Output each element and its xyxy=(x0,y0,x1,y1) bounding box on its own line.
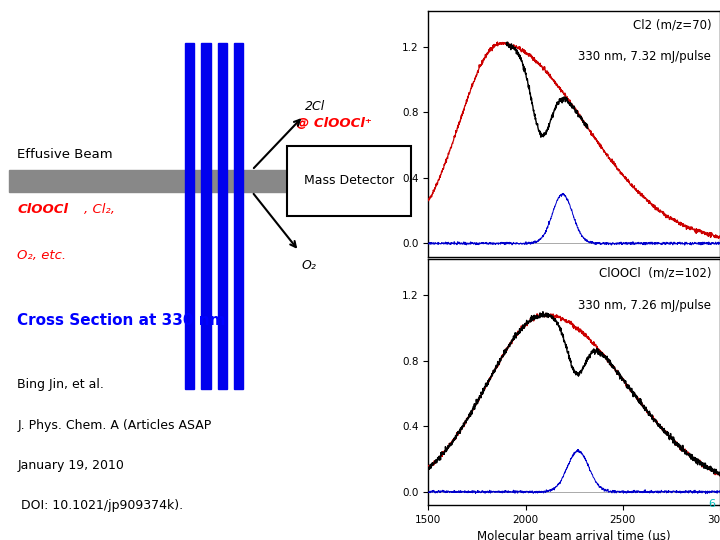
Text: Cross Section at 330 nm: Cross Section at 330 nm xyxy=(17,313,225,328)
Bar xyxy=(234,43,243,389)
Text: 330 nm, 7.32 mJ/pulse: 330 nm, 7.32 mJ/pulse xyxy=(578,50,711,63)
Text: , Cl₂,: , Cl₂, xyxy=(84,203,114,216)
Bar xyxy=(185,43,194,389)
Text: J. Phys. Chem. A (Articles ASAP: J. Phys. Chem. A (Articles ASAP xyxy=(17,418,212,431)
Text: ClOOCl  (m/z=102): ClOOCl (m/z=102) xyxy=(599,267,711,280)
Bar xyxy=(287,146,411,216)
Text: Effusive Beam: Effusive Beam xyxy=(17,148,113,161)
Text: Mass Detector: Mass Detector xyxy=(304,174,395,187)
Text: 6: 6 xyxy=(708,498,715,509)
Text: Bing Jin, et al.: Bing Jin, et al. xyxy=(17,378,104,391)
Text: ClOOCl: ClOOCl xyxy=(17,203,68,216)
Text: @ ClOOCl⁺: @ ClOOCl⁺ xyxy=(296,117,372,130)
Text: Cl2 (m/z=70): Cl2 (m/z=70) xyxy=(633,18,711,31)
X-axis label: Molecular beam arrival time (μs): Molecular beam arrival time (μs) xyxy=(477,530,671,540)
Text: O₂, etc.: O₂, etc. xyxy=(17,249,66,262)
Text: January 19, 2010: January 19, 2010 xyxy=(17,459,124,472)
Bar xyxy=(9,170,373,192)
Text: 2Cl: 2Cl xyxy=(305,100,325,113)
Text: O₂: O₂ xyxy=(301,259,316,272)
Bar xyxy=(202,43,211,389)
Text: 330 nm, 7.26 mJ/pulse: 330 nm, 7.26 mJ/pulse xyxy=(578,299,711,312)
Bar xyxy=(217,43,227,389)
Text: DOI: 10.1021/jp909374k).: DOI: 10.1021/jp909374k). xyxy=(17,500,184,512)
